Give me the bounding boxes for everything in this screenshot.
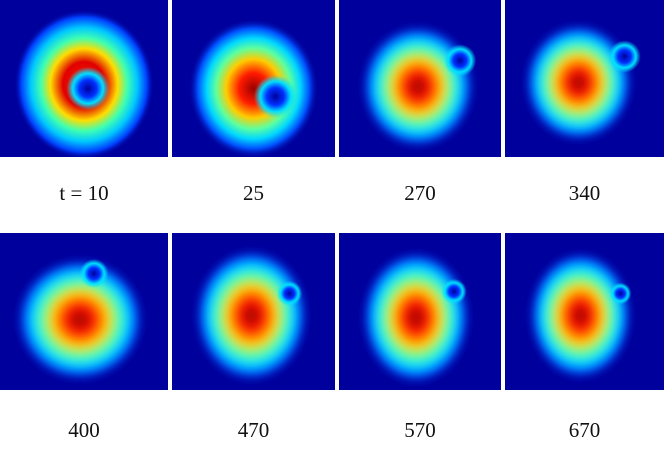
dark-spot xyxy=(276,280,303,307)
panels: t = 10 25 270 340 400 470 570 670 xyxy=(0,0,664,442)
time-label: 570 xyxy=(404,418,436,442)
heatmap-panel xyxy=(0,0,168,157)
heatmap-panel xyxy=(172,233,335,390)
time-label: 270 xyxy=(404,181,436,205)
heat-blob xyxy=(523,22,634,143)
heat-blob xyxy=(528,250,633,381)
dark-spot xyxy=(79,259,109,288)
time-label: 340 xyxy=(569,181,601,205)
time-label: 470 xyxy=(238,418,270,442)
heatmap-panel xyxy=(505,233,664,390)
dark-spot xyxy=(66,66,110,111)
heatmap-panel xyxy=(339,0,501,157)
heat-blob xyxy=(360,24,476,149)
heat-blob xyxy=(194,248,309,383)
heat-blob xyxy=(188,18,319,157)
dark-spot xyxy=(609,282,632,305)
heatmap-panel xyxy=(339,233,501,390)
dark-spot xyxy=(608,40,641,73)
heatmap-panel xyxy=(172,0,335,157)
time-label: 670 xyxy=(569,418,601,442)
heat-blob xyxy=(361,250,471,385)
time-label: 25 xyxy=(243,181,264,205)
heatmap-panel xyxy=(505,0,664,157)
time-label: 400 xyxy=(68,418,100,442)
time-label: t = 10 xyxy=(59,181,108,205)
dark-spot xyxy=(443,44,477,77)
dark-spot xyxy=(253,74,298,119)
dark-spot xyxy=(441,278,467,305)
heatmap-panel xyxy=(0,233,168,390)
heat-blob xyxy=(15,257,145,382)
